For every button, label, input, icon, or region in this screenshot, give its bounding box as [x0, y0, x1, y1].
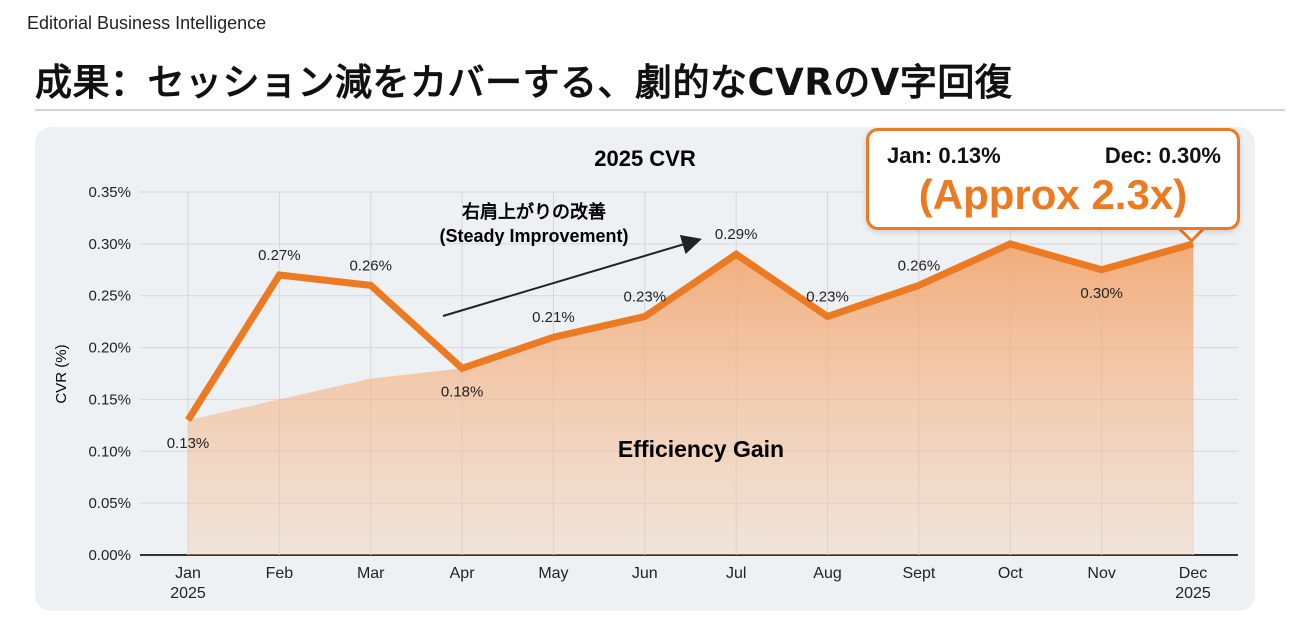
- comparison-callout: Jan: 0.13% Dec: 0.30% (Approx 2.3x): [866, 128, 1240, 230]
- x-tick-label: 2025: [170, 585, 206, 602]
- annotation-jp: 右肩上がりの改善: [462, 201, 606, 223]
- data-label: 0.30%: [1080, 285, 1123, 302]
- efficiency-area: [188, 243, 1193, 555]
- y-tick-label: 0.00%: [88, 547, 131, 564]
- x-tick-label: Sept: [902, 565, 935, 582]
- x-tick-label: Nov: [1087, 565, 1115, 582]
- x-tick-label: Oct: [998, 565, 1023, 582]
- data-label: 0.21%: [532, 309, 575, 326]
- callout-jan-value: Jan: 0.13%: [887, 143, 1001, 168]
- x-tick-label: Jun: [632, 565, 658, 582]
- data-label: 0.26%: [898, 257, 941, 274]
- y-tick-label: 0.30%: [88, 236, 131, 253]
- x-tick-label: Dec: [1179, 565, 1207, 582]
- x-tick-label: May: [538, 565, 568, 582]
- data-label: 0.13%: [167, 435, 210, 452]
- x-tick-label: Apr: [450, 565, 476, 582]
- y-tick-label: 0.20%: [88, 340, 131, 357]
- trend-arrow: [442, 234, 702, 317]
- data-label: 0.23%: [806, 288, 849, 305]
- data-label: 0.29%: [715, 226, 758, 243]
- callout-ratio: (Approx 2.3x): [918, 171, 1188, 218]
- data-label: 0.23%: [624, 288, 667, 305]
- x-tick-label: Feb: [266, 565, 294, 582]
- area-label: Efficiency Gain: [618, 436, 784, 462]
- y-tick-label: 0.35%: [88, 184, 131, 201]
- y-tick-label: 0.15%: [88, 391, 131, 408]
- callout-dec-value: Dec: 0.30%: [1104, 143, 1221, 168]
- data-label: 0.27%: [258, 247, 301, 264]
- title-divider: [35, 109, 1285, 111]
- y-tick-label: 0.05%: [88, 495, 131, 512]
- chart-title: 2025 CVR: [594, 146, 696, 171]
- x-tick-label: Jan: [175, 565, 201, 582]
- data-label: 0.18%: [441, 383, 484, 400]
- cvr-line: [185, 240, 1194, 423]
- data-label: 0.26%: [349, 257, 392, 274]
- x-tick-label: Jul: [726, 565, 746, 582]
- annotation-en: (Steady Improvement): [439, 226, 628, 246]
- y-tick-label: 0.25%: [88, 288, 131, 305]
- x-tick-label: 2025: [1175, 585, 1211, 602]
- page-title: 成果：セッション減をカバーする、劇的なCVRのV字回復: [35, 61, 1013, 104]
- brand-label: Editorial Business Intelligence: [27, 13, 267, 33]
- x-tick-label: Mar: [357, 565, 385, 582]
- y-axis-label: CVR (%): [53, 344, 70, 403]
- x-tick-label: Aug: [813, 565, 841, 582]
- y-tick-label: 0.10%: [88, 443, 131, 460]
